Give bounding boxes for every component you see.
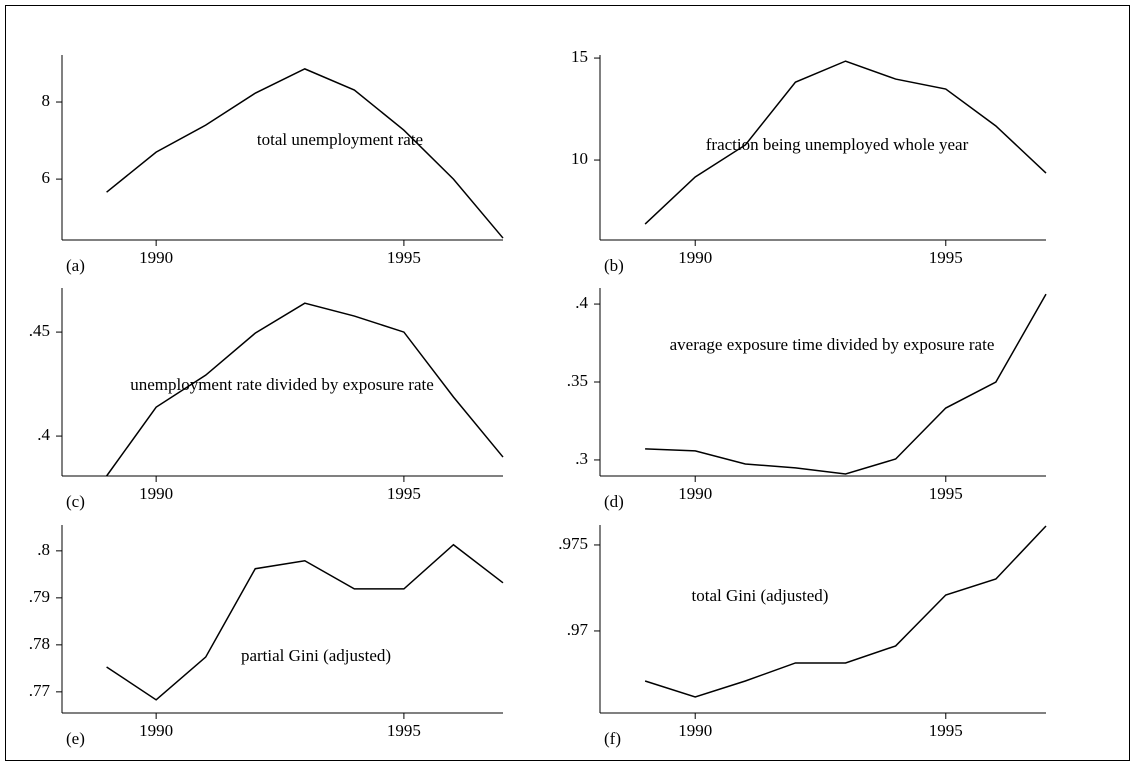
y-tick-label: .97 xyxy=(567,620,589,639)
panel-label: (f) xyxy=(604,729,621,748)
x-tick-label: 1990 xyxy=(678,484,712,503)
x-tick-label: 1995 xyxy=(929,721,963,740)
y-tick-label: .79 xyxy=(29,587,50,606)
annotation: unemployment rate divided by exposure ra… xyxy=(130,375,434,394)
panel-label: (a) xyxy=(66,256,85,275)
frame xyxy=(5,5,1130,761)
data-line xyxy=(105,302,504,477)
y-tick-label: .3 xyxy=(575,449,588,468)
panel-label: (d) xyxy=(604,492,624,511)
annotation: total Gini (adjusted) xyxy=(692,586,829,605)
y-tick-label: 8 xyxy=(42,91,51,110)
x-tick-label: 1990 xyxy=(139,721,173,740)
y-tick-label: 15 xyxy=(571,47,588,66)
x-tick-label: 1995 xyxy=(929,248,963,267)
y-tick-label: .8 xyxy=(37,540,50,559)
y-tick-label: .35 xyxy=(567,371,588,390)
x-tick-label: 1995 xyxy=(929,484,963,503)
annotation: total unemployment rate xyxy=(257,130,423,149)
y-tick-label: .4 xyxy=(575,293,588,312)
annotation: average exposure time divided by exposur… xyxy=(670,335,995,354)
y-tick-label: .4 xyxy=(37,425,50,444)
y-tick-label: .78 xyxy=(29,634,50,653)
y-tick-label: .975 xyxy=(558,534,588,553)
x-tick-label: 1990 xyxy=(678,248,712,267)
annotation: fraction being unemployed whole year xyxy=(706,135,969,154)
panel-label: (c) xyxy=(66,492,85,511)
data-line xyxy=(106,68,504,239)
x-tick-label: 1990 xyxy=(678,721,712,740)
x-tick-label: 1995 xyxy=(387,721,421,740)
annotation: partial Gini (adjusted) xyxy=(241,646,391,665)
data-line xyxy=(106,543,504,701)
x-tick-label: 1990 xyxy=(139,248,173,267)
y-tick-label: 6 xyxy=(42,168,51,187)
y-tick-label: .77 xyxy=(29,681,51,700)
data-line xyxy=(644,525,1047,698)
panel-label: (b) xyxy=(604,256,624,275)
panel-label: (e) xyxy=(66,729,85,748)
y-tick-label: 10 xyxy=(571,149,588,168)
data-line xyxy=(645,293,1047,475)
x-tick-label: 1995 xyxy=(387,484,421,503)
data-line xyxy=(644,60,1047,225)
x-tick-label: 1995 xyxy=(387,248,421,267)
y-tick-label: .45 xyxy=(29,321,50,340)
x-tick-label: 1990 xyxy=(139,484,173,503)
